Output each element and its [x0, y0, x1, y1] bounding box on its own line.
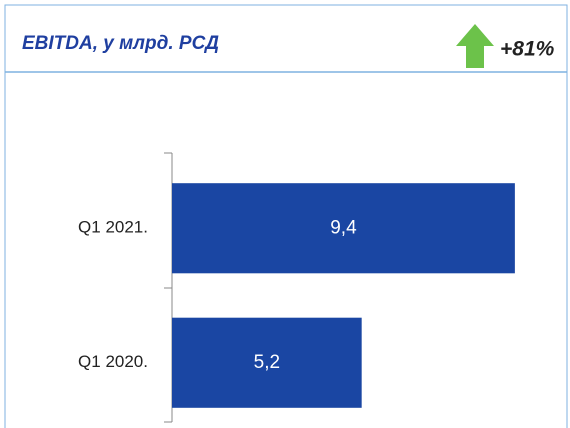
- value-label: 5,2: [254, 352, 280, 373]
- up-arrow: [456, 24, 494, 68]
- bar: [172, 317, 362, 408]
- frame: [4, 4, 568, 428]
- y-tick-label: Q1 2020.: [78, 352, 148, 371]
- chart-title: EBITDA, у млрд. РСД: [22, 33, 219, 54]
- y-tick-label: Q1 2021.: [78, 218, 148, 237]
- value-label: 9,4: [330, 217, 357, 238]
- annotation: +81%: [500, 38, 555, 61]
- bar: [172, 183, 515, 274]
